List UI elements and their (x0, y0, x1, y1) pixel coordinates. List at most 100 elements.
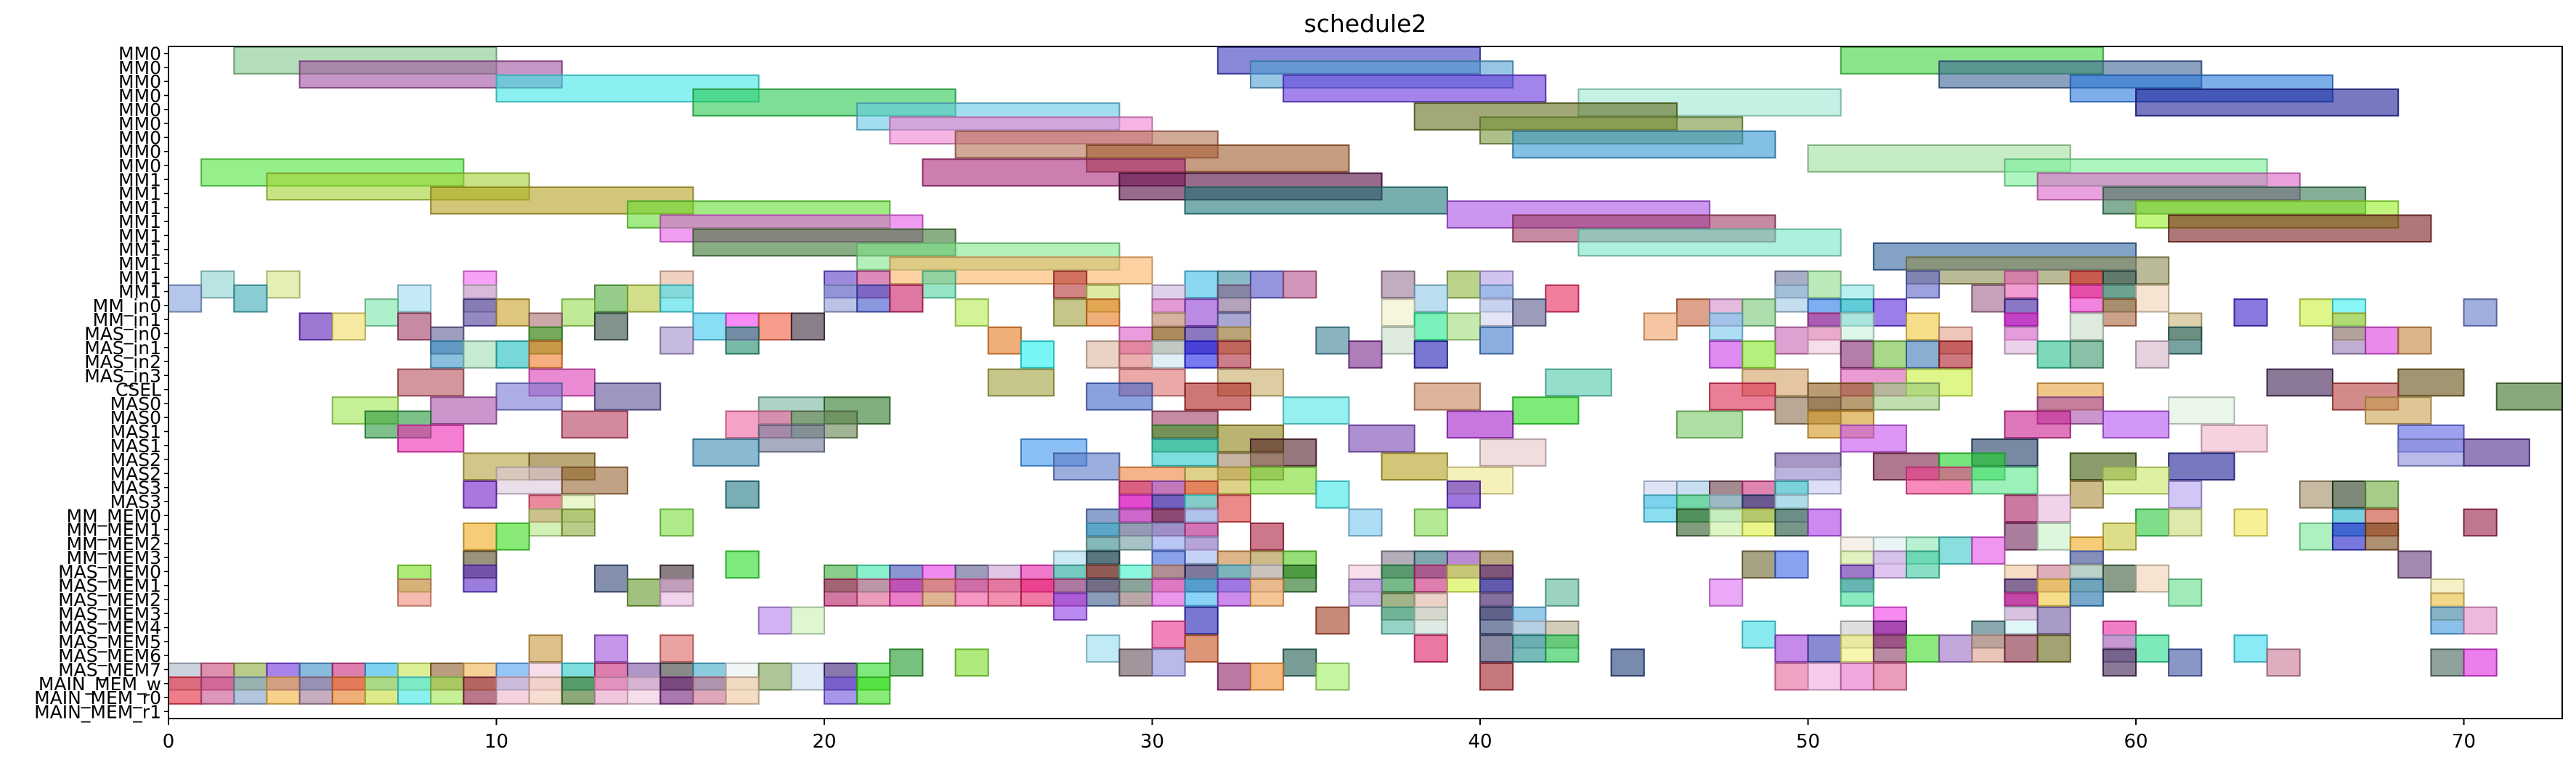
gantt-bar (987, 326, 1022, 355)
gantt-bar (1184, 606, 1219, 635)
gantt-bar (824, 676, 858, 705)
gantt-bar (790, 606, 826, 635)
gantt-bar (1872, 298, 1907, 327)
gantt-bar (266, 270, 301, 299)
gantt-bar (430, 396, 497, 425)
y-tick-label: MM0 (118, 155, 161, 176)
gantt-bar (397, 284, 432, 313)
gantt-bar (593, 564, 629, 593)
y-tick-label: MAS3 (110, 491, 161, 512)
gantt-bar (2069, 284, 2104, 313)
gantt-bar (1446, 410, 1514, 439)
gantt-bar (922, 270, 956, 299)
gantt-bar (2102, 466, 2170, 495)
gantt-bar (2168, 214, 2432, 243)
y-tick-label: MAS_in3 (84, 365, 161, 386)
gantt-bar (1216, 578, 1251, 607)
gantt-bar (2036, 340, 2071, 369)
gantt-bar (1381, 270, 1415, 299)
gantt-bar (922, 578, 956, 607)
y-tick-label: MM1 (118, 267, 161, 288)
gantt-bar (954, 298, 989, 327)
y-tick-label: MM0 (118, 71, 161, 92)
y-tick-label: MAS1 (110, 422, 161, 443)
gantt-bar (2004, 522, 2039, 551)
gantt-bar (593, 284, 629, 313)
gantt-bar (331, 676, 366, 705)
gantt-bar (1938, 340, 1973, 369)
gantt-bar (1216, 662, 1251, 691)
gantt-bar (2463, 298, 2498, 327)
gantt-bar (725, 676, 760, 705)
gantt-bar (1151, 438, 1219, 467)
gantt-bar (1184, 578, 1219, 607)
gantt-bar (1479, 606, 1514, 635)
gantt-bar (1249, 522, 1285, 551)
gantt-bar (2365, 396, 2432, 425)
gantt-bar (495, 522, 530, 551)
gantt-bar (659, 284, 694, 313)
y-tick-label: MAS_in2 (84, 351, 161, 372)
y-tick-label: MAS_MEM7 (58, 659, 161, 680)
y-tick-label: MAS_MEM6 (58, 645, 161, 666)
y-tick-label: MM1 (118, 282, 161, 303)
y-tick-label: MM_MEM1 (67, 520, 161, 541)
gantt-bar (1413, 382, 1482, 411)
gantt-bar (1807, 508, 1842, 537)
gantt-bar (2102, 522, 2137, 551)
gantt-bar (2463, 648, 2498, 677)
gantt-bar (1807, 634, 1842, 663)
gantt-bar (561, 466, 629, 495)
gantt-bar (1216, 284, 1251, 313)
gantt-bar (757, 662, 792, 691)
gantt-bar (1938, 536, 1973, 565)
gantt-bar (2168, 396, 2235, 425)
gantt-bar (2331, 480, 2367, 509)
gantt-bar (1184, 298, 1219, 327)
gantt-bar (1512, 634, 1547, 663)
gantt-bar (463, 564, 497, 593)
gantt-bar (2168, 326, 2203, 355)
gantt-bar (2135, 564, 2170, 593)
gantt-bar (1348, 578, 1383, 607)
x-tick-label: 40 (1468, 731, 1492, 753)
gantt-bar (1184, 340, 1219, 369)
y-tick-label: MM1 (118, 184, 161, 205)
gantt-bar (463, 480, 497, 509)
y-tick-label: MM1 (118, 225, 161, 246)
gantt-bar (1938, 634, 1973, 663)
gantt-bar (1413, 284, 1448, 313)
gantt-bar (1020, 578, 1055, 607)
gantt-bar (1413, 606, 1448, 635)
gantt-bar (495, 382, 563, 411)
y-tick-label: MM1 (118, 169, 161, 190)
gantt-bar (528, 676, 563, 705)
gantt-bar (1577, 228, 1842, 257)
gantt-bar (1020, 340, 1055, 369)
gantt-bar (1479, 662, 1514, 691)
gantt-bar (1118, 522, 1153, 551)
y-axis-labels: MM0MM0MM0MM0MM0MM0MM0MM0MM0MM1MM1MM1MM1M… (34, 44, 168, 722)
gantt-bar (1216, 494, 1251, 523)
x-tick-label: 50 (1796, 731, 1820, 753)
gantt-bar (495, 466, 563, 495)
gantt-bar (2102, 564, 2137, 593)
gantt-bar (2135, 508, 2170, 537)
gantt-bar (2233, 298, 2268, 327)
y-tick-label: MM_MEM3 (67, 547, 161, 568)
gantt-bar (2102, 298, 2137, 327)
gantt-bar (2004, 326, 2039, 355)
gantt-bar (495, 298, 530, 327)
gantt-bar (1840, 634, 1874, 663)
gantt-bar (1184, 536, 1219, 565)
gantt-bar (1512, 130, 1776, 159)
gantt-bar (1905, 270, 1941, 299)
gantt-bar (2331, 522, 2367, 551)
gantt-bar (266, 676, 301, 705)
gantt-bar (659, 676, 694, 705)
y-tick-label: MAIN_MEM_w (38, 674, 161, 695)
gantt-bar (2299, 522, 2333, 551)
gantt-bar (1184, 382, 1251, 411)
y-tick-label: MAS0 (110, 407, 161, 428)
y-tick-label: MM1 (118, 197, 161, 218)
